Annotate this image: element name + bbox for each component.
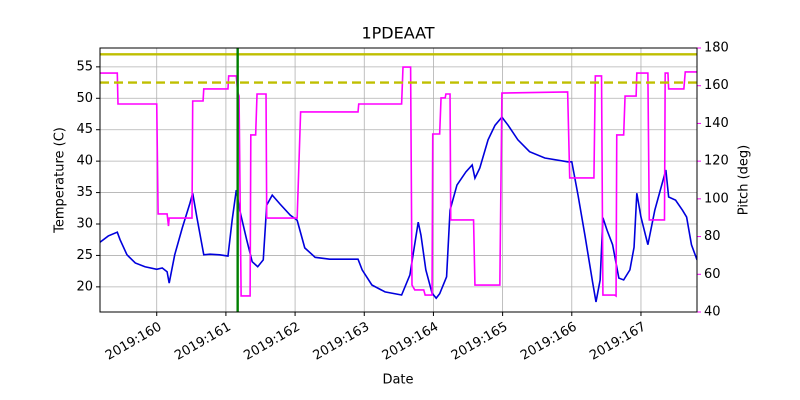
y-tick-label: 55 xyxy=(76,59,93,74)
y-tick-label: 30 xyxy=(76,217,93,232)
y2-tick-label: 160 xyxy=(704,78,729,93)
data-line xyxy=(100,115,697,303)
x-tick-label: 2019:167 xyxy=(587,320,648,364)
y2-tick-label: 100 xyxy=(704,191,729,206)
y2-tick-label: 180 xyxy=(704,41,729,56)
y-tick-label: 25 xyxy=(76,248,93,263)
y-tick-label: 45 xyxy=(76,122,93,137)
x-tick-label: 2019:160 xyxy=(103,320,164,364)
y2-tick-label: 80 xyxy=(704,229,721,244)
y2-tick-label: 140 xyxy=(704,116,729,131)
y-tick-label: 20 xyxy=(76,279,93,294)
x-tick-label: 2019:165 xyxy=(449,320,510,364)
y2-tick-label: 40 xyxy=(704,305,721,320)
x-tick-label: 2019:162 xyxy=(241,320,302,364)
y-axis-label: Temperature (C) xyxy=(53,127,68,234)
y2-tick-label: 60 xyxy=(704,267,721,282)
x-tick-label: 2019:166 xyxy=(518,320,579,364)
data-line xyxy=(100,66,697,298)
x-tick-label: 2019:161 xyxy=(172,320,233,364)
x-tick-label: 2019:163 xyxy=(311,320,372,364)
y-tick-label: 40 xyxy=(76,154,93,169)
y-tick-label: 35 xyxy=(76,185,93,200)
y-tick-label: 50 xyxy=(76,91,93,106)
x-tick-label: 2019:164 xyxy=(380,320,441,364)
y2-tick-label: 120 xyxy=(704,154,729,169)
chart-title: 1PDEAAT xyxy=(361,24,434,43)
plot-frame xyxy=(99,47,698,313)
x-axis-label: Date xyxy=(382,373,413,388)
y2-axis-label: Pitch (deg) xyxy=(737,145,752,215)
